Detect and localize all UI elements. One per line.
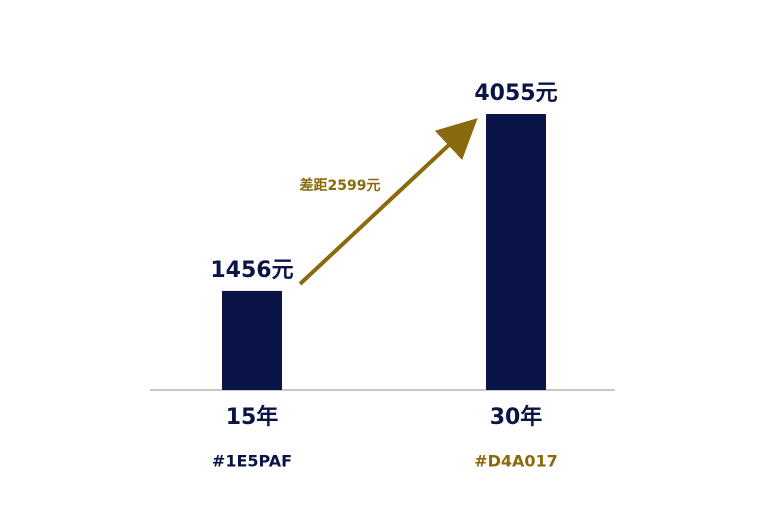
value-label: 4055元	[474, 81, 557, 106]
bar	[222, 290, 282, 390]
sub-label: #1E5PAF	[212, 452, 292, 471]
arrow	[298, 118, 478, 286]
sub-label: #D4A017	[474, 452, 558, 471]
bar	[486, 114, 546, 390]
value-label: 1456元	[210, 258, 293, 283]
annotation: 差距2599元	[300, 177, 381, 194]
x-tick-label: 30年	[490, 404, 543, 430]
x-tick-label: 15年	[226, 404, 279, 430]
